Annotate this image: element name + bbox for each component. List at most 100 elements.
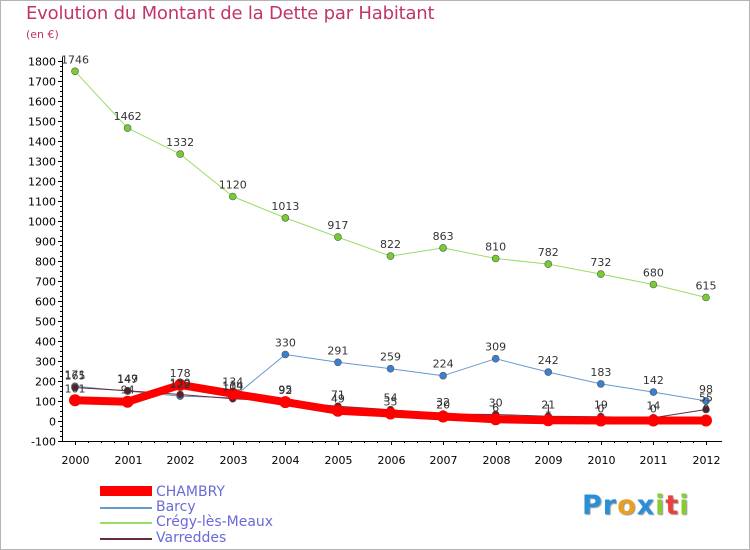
- x-tick-label: 2001: [115, 454, 143, 467]
- data-point-cregy-les-meaux: [281, 214, 290, 222]
- data-label-barcy: 242: [538, 354, 559, 367]
- logo-letter: t: [665, 490, 680, 521]
- data-label-cregy-les-meaux: 615: [696, 280, 717, 293]
- data-label-chambry: 20: [436, 399, 450, 412]
- data-label-chambry: 1: [545, 402, 552, 415]
- data-label-barcy: 98: [699, 383, 713, 396]
- data-point-chambry: [594, 414, 607, 427]
- y-tick-label: 0: [49, 416, 56, 429]
- data-point-chambry: [331, 404, 344, 417]
- data-label-barcy: 330: [275, 337, 296, 350]
- series-line-cregy-les-meaux: [74, 70, 707, 298]
- data-point-barcy: [649, 388, 658, 396]
- legend-label: Varreddes: [156, 530, 227, 546]
- y-tick-label: 300: [35, 356, 56, 369]
- data-point-cregy-les-meaux: [702, 293, 710, 302]
- y-tick-label: 900: [35, 236, 56, 249]
- data-label-varreddes: 54: [384, 392, 398, 405]
- y-tick-label: 600: [35, 296, 56, 309]
- data-label-cregy-les-meaux: 863: [433, 230, 454, 243]
- data-label-varreddes: 30: [489, 397, 503, 410]
- data-label-cregy-les-meaux: 1013: [271, 200, 299, 213]
- y-tick-label: 1100: [28, 196, 56, 209]
- data-label-varreddes: 21: [541, 398, 555, 411]
- data-label-cregy-les-meaux: 1746: [61, 53, 89, 66]
- data-point-barcy: [491, 354, 500, 363]
- data-label-chambry: 49: [331, 393, 345, 406]
- data-label-cregy-les-meaux: 1462: [114, 110, 142, 123]
- logo-letter: x: [636, 490, 656, 521]
- data-label-chambry: 0: [597, 403, 604, 416]
- data-label-cregy-les-meaux: 1332: [166, 136, 194, 149]
- data-label-varreddes: 32: [436, 396, 450, 409]
- data-label-varreddes: 95: [278, 384, 292, 397]
- data-point-cregy-les-meaux: [228, 192, 237, 201]
- data-label-varreddes: 149: [117, 373, 138, 386]
- data-label-barcy: 291: [327, 344, 348, 357]
- data-label-chambry: 178: [170, 367, 191, 380]
- data-point-chambry: [69, 394, 81, 407]
- data-label-varreddes: 19: [594, 399, 608, 412]
- data-label-chambry: 134: [222, 376, 243, 389]
- x-tick-label: 2002: [167, 454, 195, 467]
- legend-swatch: [100, 538, 152, 540]
- data-point-chambry: [700, 414, 712, 427]
- data-point-cregy-les-meaux: [123, 124, 132, 132]
- data-point-barcy: [544, 368, 553, 376]
- data-label-chambry: 101: [65, 382, 86, 395]
- x-tick-label: 2005: [325, 454, 353, 467]
- y-tick-label: 1200: [28, 176, 56, 189]
- data-point-chambry: [121, 395, 134, 408]
- x-tick-label: 2004: [272, 454, 300, 467]
- data-point-cregy-les-meaux: [334, 233, 342, 241]
- data-point-cregy-les-meaux: [176, 150, 184, 158]
- data-label-chambry: 0: [650, 403, 657, 416]
- data-point-barcy: [439, 371, 447, 380]
- data-point-cregy-les-meaux: [71, 67, 79, 76]
- data-point-varreddes: [71, 383, 79, 392]
- y-tick-label: 100: [35, 396, 56, 409]
- data-label-barcy: 114: [222, 380, 243, 393]
- logo-letter: i: [679, 490, 690, 521]
- data-point-chambry: [542, 414, 555, 427]
- data-label-varreddes: 71: [331, 388, 345, 401]
- x-tick-label: 2012: [693, 454, 721, 467]
- data-point-cregy-les-meaux: [439, 244, 447, 252]
- data-label-varreddes: 165: [65, 370, 86, 383]
- data-label-cregy-les-meaux: 810: [485, 241, 506, 254]
- chart-title: Evolution du Montant de la Dette par Hab…: [26, 3, 435, 24]
- y-tick-label: 500: [35, 316, 56, 329]
- y-tick-label: 1000: [28, 216, 56, 229]
- x-tick-label: 2007: [430, 454, 458, 467]
- data-label-barcy: 142: [643, 374, 664, 387]
- data-label-barcy: 259: [380, 351, 401, 364]
- data-point-barcy: [597, 380, 605, 388]
- y-tick-label: 400: [35, 336, 56, 349]
- data-point-cregy-les-meaux: [386, 252, 395, 260]
- data-point-barcy: [702, 397, 710, 405]
- data-label-cregy-les-meaux: 822: [380, 238, 401, 251]
- data-point-chambry: [489, 413, 502, 426]
- data-label-barcy: 224: [433, 358, 454, 371]
- data-label-cregy-les-meaux: 1120: [219, 179, 247, 192]
- x-tick-label: 2006: [378, 454, 406, 467]
- data-point-cregy-les-meaux: [544, 260, 553, 268]
- legend-label: Barcy: [156, 499, 196, 515]
- y-tick-label: -100: [31, 436, 56, 449]
- y-tick-label: 1300: [28, 156, 56, 169]
- y-tick-label: 1600: [28, 96, 56, 109]
- legend-swatch: [100, 522, 152, 524]
- data-point-chambry: [647, 414, 660, 427]
- data-point-chambry: [279, 396, 292, 409]
- data-label-barcy: 147: [117, 373, 138, 386]
- y-tick-label: 1400: [28, 136, 56, 149]
- data-point-barcy: [334, 358, 342, 367]
- data-label-varreddes: 109: [222, 381, 243, 394]
- data-label-chambry: 35: [384, 396, 398, 409]
- y-tick-label: 200: [35, 376, 56, 389]
- x-tick-label: 2011: [640, 454, 668, 467]
- logo-letter: o: [617, 490, 637, 521]
- chart-subtitle: (en €): [26, 28, 59, 41]
- data-label-varreddes: 14: [646, 400, 660, 413]
